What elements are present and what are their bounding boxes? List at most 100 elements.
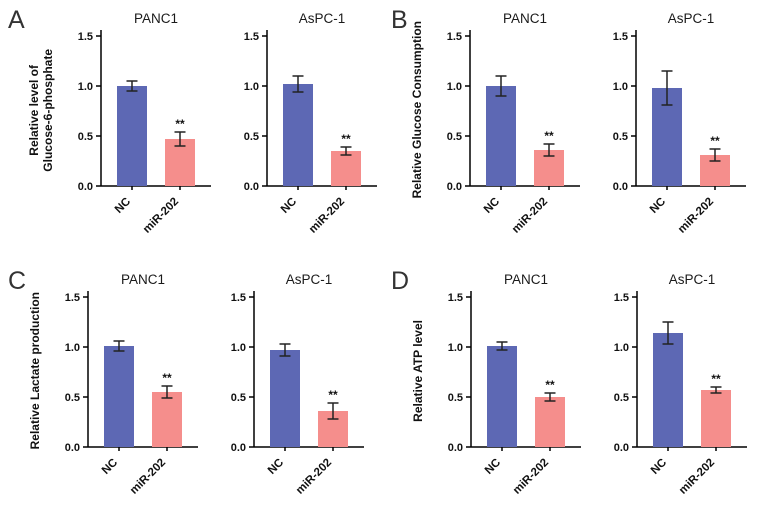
y-tick-label: 0.0 (231, 442, 246, 454)
y-tick-label: 0.0 (65, 442, 80, 454)
y-axis-label-line: Relative level of (26, 64, 41, 156)
y-axis-label-a: Relative level of Glucose-6-phosphate (27, 6, 56, 244)
x-tick-label: NC (113, 196, 133, 216)
chart-title: AsPC-1 (299, 11, 346, 26)
y-axis-label-line: Relative Glucose Consumption (409, 21, 424, 199)
y-axis-label-c: Relative Lactate production (28, 267, 42, 505)
x-tick-label: miR-202 (141, 196, 181, 236)
x-tick-label: miR-202 (677, 457, 717, 497)
bar-nc (283, 84, 314, 186)
y-tick-label: 0.5 (613, 131, 628, 143)
y-tick-label: 0.5 (78, 131, 93, 143)
chart-title: AsPC-1 (668, 11, 715, 26)
bar-chart-a-panc1: PANC1 0.0 0.5 1.0 1.5 NC ** miR-202 (78, 11, 212, 236)
bar-chart-c-aspc1: AsPC-1 0.0 0.5 1.0 1.5 NC ** miR-202 (231, 272, 365, 497)
bar-chart-d-panc1: PANC1 0.0 0.5 1.0 1.5 NC ** miR-202 (448, 272, 582, 497)
significance-marker: ** (710, 134, 720, 148)
y-tick-label: 1.5 (65, 292, 80, 304)
y-tick-label: 1.0 (78, 81, 93, 93)
panel-label-c: C (8, 267, 27, 295)
y-tick-label: 1.5 (78, 31, 93, 43)
significance-marker: ** (712, 372, 722, 386)
chart-title: PANC1 (504, 272, 548, 287)
y-tick-label: 0.0 (447, 181, 462, 193)
x-tick-label: NC (279, 196, 299, 216)
bar-nc (270, 350, 301, 447)
chart-title: PANC1 (134, 11, 178, 26)
x-tick-label: miR-202 (676, 196, 716, 236)
panel-label-b: B (391, 6, 408, 34)
bar-nc (487, 346, 518, 447)
significance-marker: ** (546, 378, 556, 392)
y-tick-label: 1.0 (447, 81, 462, 93)
significance-marker: ** (342, 132, 352, 146)
y-axis-label-line: Relative ATP level (411, 320, 426, 422)
bar-chart-c-panc1: PANC1 0.0 0.5 1.0 1.5 NC ** miR-202 (65, 272, 199, 497)
panel-a: A Relative level of Glucose-6-phosphate … (0, 0, 383, 261)
panel-c: C Relative Lactate production PANC1 0.0 0.… (0, 261, 383, 522)
y-tick-label: 1.5 (448, 292, 463, 304)
y-tick-label: 0.5 (244, 131, 259, 143)
significance-marker: ** (176, 117, 186, 131)
y-tick-label: 0.5 (65, 392, 80, 404)
x-tick-label: miR-202 (294, 457, 334, 497)
y-tick-label: 1.0 (65, 342, 80, 354)
bar-mir-202 (331, 151, 362, 186)
x-tick-label: NC (649, 457, 669, 477)
y-tick-label: 0.5 (614, 392, 629, 404)
bar-mir-202 (152, 392, 183, 447)
panel-b: B Relative Glucose Consumption PANC1 0.0 0… (383, 0, 766, 261)
y-tick-label: 0.0 (613, 181, 628, 193)
x-tick-label: NC (482, 196, 502, 216)
y-tick-label: 1.5 (244, 31, 259, 43)
y-axis-label-d: Relative ATP level (411, 267, 425, 505)
y-tick-label: 0.5 (231, 392, 246, 404)
bar-nc (486, 86, 517, 186)
significance-marker: ** (163, 371, 173, 385)
y-tick-label: 1.0 (613, 81, 628, 93)
y-tick-label: 0.5 (448, 392, 463, 404)
significance-marker: ** (329, 388, 339, 402)
y-tick-label: 1.5 (614, 292, 629, 304)
y-tick-label: 1.0 (448, 342, 463, 354)
chart-title: PANC1 (503, 11, 547, 26)
y-tick-label: 0.0 (614, 442, 629, 454)
y-axis-label-line: Relative Lactate production (28, 292, 43, 450)
x-tick-label: miR-202 (511, 457, 551, 497)
chart-title: AsPC-1 (286, 272, 333, 287)
y-tick-label: 0.5 (447, 131, 462, 143)
x-tick-label: NC (100, 457, 120, 477)
bar-chart-d-aspc1: AsPC-1 0.0 0.5 1.0 1.5 NC ** miR-202 (614, 272, 748, 497)
x-tick-label: NC (483, 457, 503, 477)
y-axis-label-b: Relative Glucose Consumption (410, 6, 424, 244)
y-tick-label: 1.0 (244, 81, 259, 93)
bar-mir-202 (535, 397, 566, 447)
y-tick-label: 1.5 (613, 31, 628, 43)
bar-chart-a-aspc1: AsPC-1 0.0 0.5 1.0 1.5 NC ** miR-202 (244, 11, 378, 236)
bar-chart-b-aspc1: AsPC-1 0.0 0.5 1.0 1.5 NC ** miR-202 (613, 11, 747, 236)
panel-d: D Relative ATP level PANC1 0.0 0.5 1.0 1.5 NC… (383, 261, 766, 522)
y-tick-label: 1.5 (231, 292, 246, 304)
x-tick-label: miR-202 (128, 457, 168, 497)
x-tick-label: miR-202 (307, 196, 347, 236)
bar-nc (653, 333, 684, 447)
panel-label-d: D (391, 267, 410, 295)
y-tick-label: 1.0 (614, 342, 629, 354)
bar-mir-202 (701, 390, 732, 447)
significance-marker: ** (544, 129, 554, 143)
x-tick-label: NC (648, 196, 668, 216)
y-axis-label-line: Glucose-6-phosphate (41, 48, 56, 172)
bar-mir-202 (165, 139, 196, 186)
x-tick-label: miR-202 (510, 196, 550, 236)
y-tick-label: 1.0 (231, 342, 246, 354)
panel-label-a: A (8, 6, 25, 34)
bar-nc (104, 346, 135, 447)
chart-title: AsPC-1 (669, 272, 716, 287)
y-tick-label: 0.0 (244, 181, 259, 193)
bar-nc (117, 86, 148, 186)
y-tick-label: 1.5 (447, 31, 462, 43)
x-tick-label: NC (266, 457, 286, 477)
chart-title: PANC1 (121, 272, 165, 287)
bar-chart-b-panc1: PANC1 0.0 0.5 1.0 1.5 NC ** miR-202 (447, 11, 581, 236)
